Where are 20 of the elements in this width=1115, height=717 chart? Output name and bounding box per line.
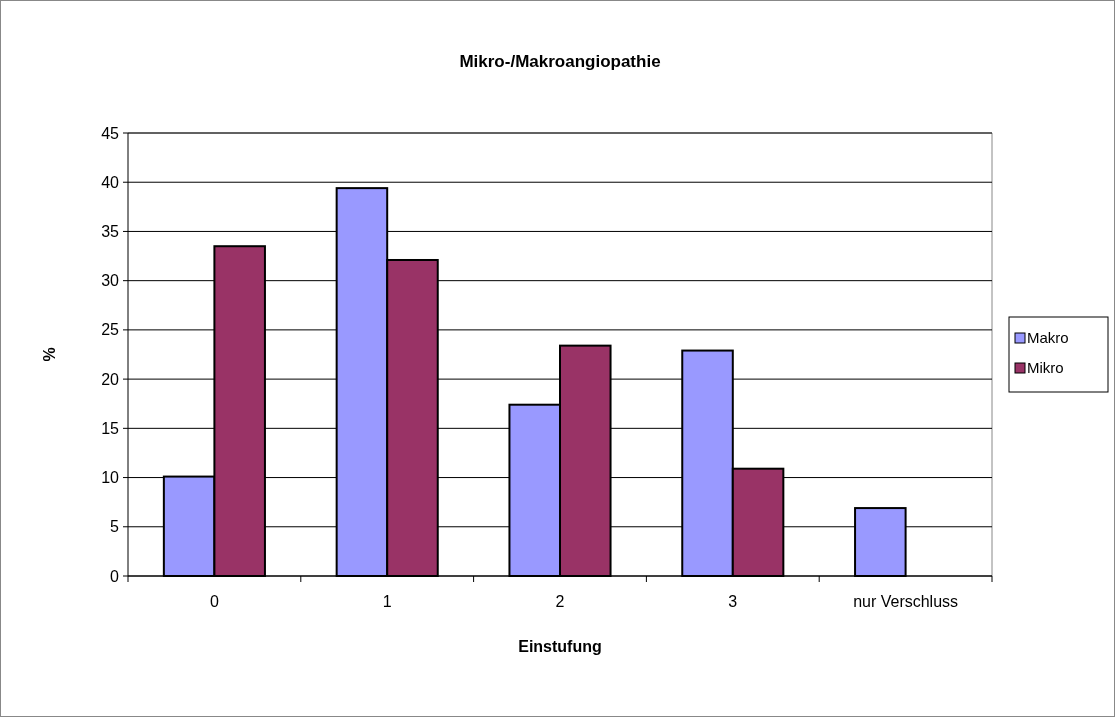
- y-tick-label: 10: [101, 469, 120, 487]
- y-tick-label: 30: [101, 272, 120, 290]
- x-tick-label: 1: [382, 593, 392, 610]
- y-tick-label: 40: [101, 173, 120, 191]
- y-tick-label: 20: [101, 370, 120, 388]
- x-tick-label: 2: [555, 593, 565, 610]
- chart-title: Mikro-/Makroangiopathie: [459, 52, 661, 71]
- y-tick-label: 45: [101, 124, 120, 142]
- x-tick-label: 3: [728, 593, 738, 610]
- y-tick-label: 0: [110, 567, 120, 585]
- x-axis-title: Einstufung: [518, 638, 602, 655]
- legend-label: Makro: [1027, 329, 1069, 347]
- legend-label: Mikro: [1027, 359, 1064, 377]
- y-tick-label: 5: [110, 518, 120, 536]
- x-tick-label: nur Verschluss: [853, 593, 959, 610]
- y-axis-title: %: [41, 347, 58, 362]
- y-tick-label: 35: [101, 223, 120, 241]
- y-tick-label: 15: [101, 419, 120, 437]
- x-tick-label: 0: [209, 593, 219, 610]
- y-tick-label: 25: [101, 321, 120, 339]
